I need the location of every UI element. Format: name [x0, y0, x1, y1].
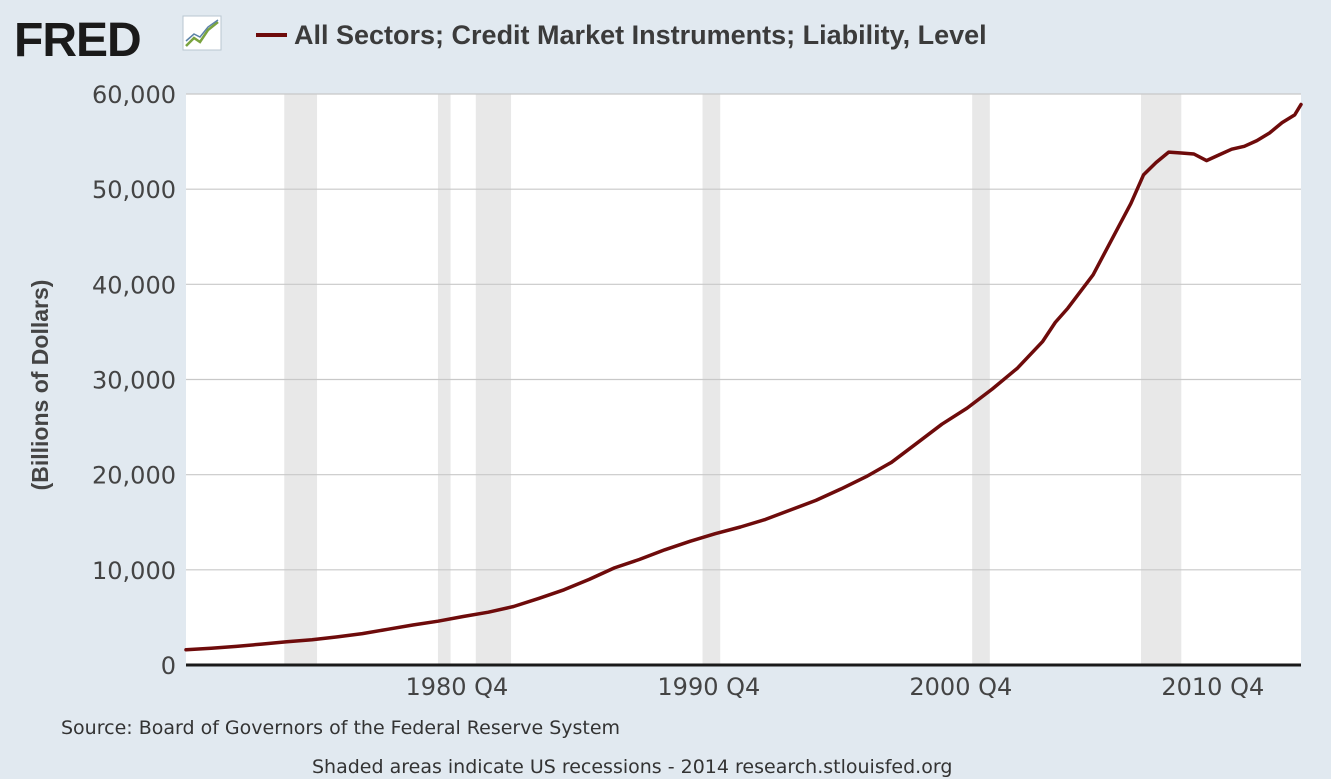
x-tick-label-2: 2000 Q4: [909, 673, 1012, 701]
recession-note[interactable]: Shaded areas indicate US recessions - 20…: [312, 756, 952, 778]
x-tick-label-1: 1990 Q4: [657, 673, 760, 701]
y-tick-label-3: 30,000: [92, 367, 176, 395]
gridlines: [186, 93, 1301, 571]
y-axis-label: (Billions of Dollars): [27, 280, 53, 491]
y-tick-label-2: 20,000: [92, 462, 176, 490]
trend-chart-icon: [182, 15, 222, 51]
y-tick-label-0: 0: [161, 652, 176, 680]
fred-logo-text[interactable]: FRED: [14, 14, 142, 67]
series-lines: [184, 102, 1303, 652]
x-tick-label-0: 1980 Q4: [405, 673, 508, 701]
x-axis-ticks: 1980 Q4 1990 Q4 2000 Q4 2010 Q4: [405, 673, 1264, 701]
y-tick-label-1: 10,000: [92, 557, 176, 585]
series-line-0: [184, 102, 1303, 652]
y-tick-label-4: 40,000: [92, 271, 176, 299]
y-axis-ticks: 0 10,000 20,000 30,000 40,000 50,000 60,000: [92, 81, 176, 680]
y-tick-label-5: 50,000: [92, 176, 176, 204]
source-note: Source: Board of Governors of the Federa…: [61, 717, 620, 739]
series-title: All Sectors; Credit Market Instruments; …: [294, 20, 987, 50]
y-tick-label-6: 60,000: [92, 81, 176, 109]
x-tick-label-3: 2010 Q4: [1161, 673, 1264, 701]
